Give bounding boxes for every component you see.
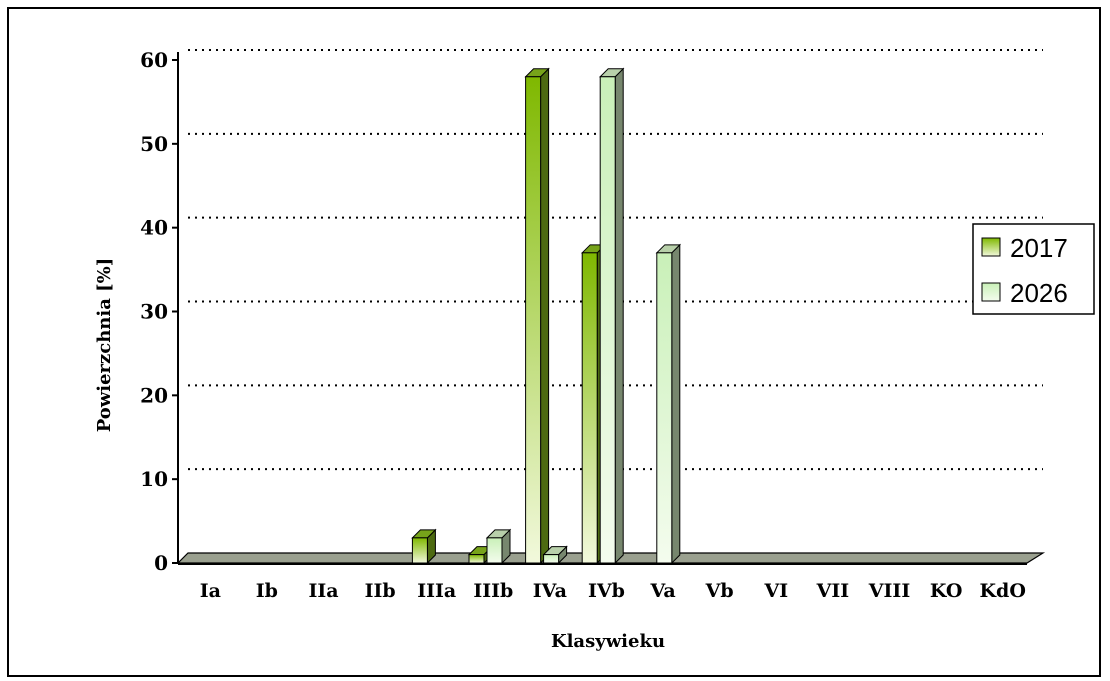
bar-front xyxy=(543,554,560,564)
x-tick-label: Vb xyxy=(705,580,734,602)
bar-2026-IIIb xyxy=(485,528,512,565)
legend-swatch-2026 xyxy=(981,282,1001,302)
x-tick-label: KO xyxy=(930,580,963,602)
chart-border xyxy=(7,7,1101,677)
x-tick-label: Ib xyxy=(256,580,278,602)
x-tick-labels: Ia Ib IIa IIb IIIa IIIb IVa IVb Va Vb VI VII VIII KO K… xyxy=(200,580,1026,602)
y-tick-label: 40 xyxy=(140,216,168,240)
x-tick-label: VII xyxy=(816,580,850,602)
x-tick-label: VI xyxy=(763,580,788,602)
bar-front xyxy=(486,537,503,564)
bar-side xyxy=(671,243,681,565)
y-axis-title: Powierzchnia [%] xyxy=(94,258,115,433)
y-tick-label: 60 xyxy=(140,48,168,72)
y-tick-label: 20 xyxy=(140,383,168,407)
bar-2026-IVa xyxy=(542,545,568,565)
x-tick-label: IIa xyxy=(308,580,338,602)
legend-label-2026: 2026 xyxy=(1010,278,1068,308)
y-tick-labels: 0 10 20 30 40 50 60 xyxy=(140,48,168,575)
x-tick-label: IIIa xyxy=(417,580,456,602)
legend: 2017 2026 xyxy=(972,223,1095,315)
x-tick-label: IVb xyxy=(588,580,625,602)
legend-label-2017: 2017 xyxy=(1010,233,1068,263)
y-tick-label: 10 xyxy=(140,467,168,491)
x-tick-label: IIb xyxy=(365,580,396,602)
x-tick-label: Ia xyxy=(200,580,221,602)
legend-swatch-2017 xyxy=(981,237,1001,257)
x-tick-label: KdO xyxy=(980,580,1026,602)
y-tick-label: 30 xyxy=(140,300,168,324)
bar-2017-IIIa xyxy=(411,528,437,565)
bar-2017-IVa xyxy=(524,67,550,565)
bar-2026-IVb xyxy=(598,67,625,565)
bar-front xyxy=(656,252,673,564)
y-tick-label: 0 xyxy=(154,551,168,575)
bar-side xyxy=(540,67,550,565)
y-tick-label: 50 xyxy=(140,132,168,156)
x-tick-label: IVa xyxy=(533,580,567,602)
bar-front xyxy=(581,252,598,564)
bar-front xyxy=(599,76,616,564)
bars xyxy=(411,67,682,565)
bar-front xyxy=(411,537,428,564)
x-tick-label: Va xyxy=(649,580,675,602)
bar-side xyxy=(614,67,624,565)
x-tick-label: IIIb xyxy=(473,580,513,602)
bar-front xyxy=(525,76,542,564)
x-axis-title: Klasywieku xyxy=(551,631,665,652)
x-tick-label: VIII xyxy=(868,580,911,602)
bar-2026-Va xyxy=(655,243,682,565)
bar-front xyxy=(468,554,485,564)
